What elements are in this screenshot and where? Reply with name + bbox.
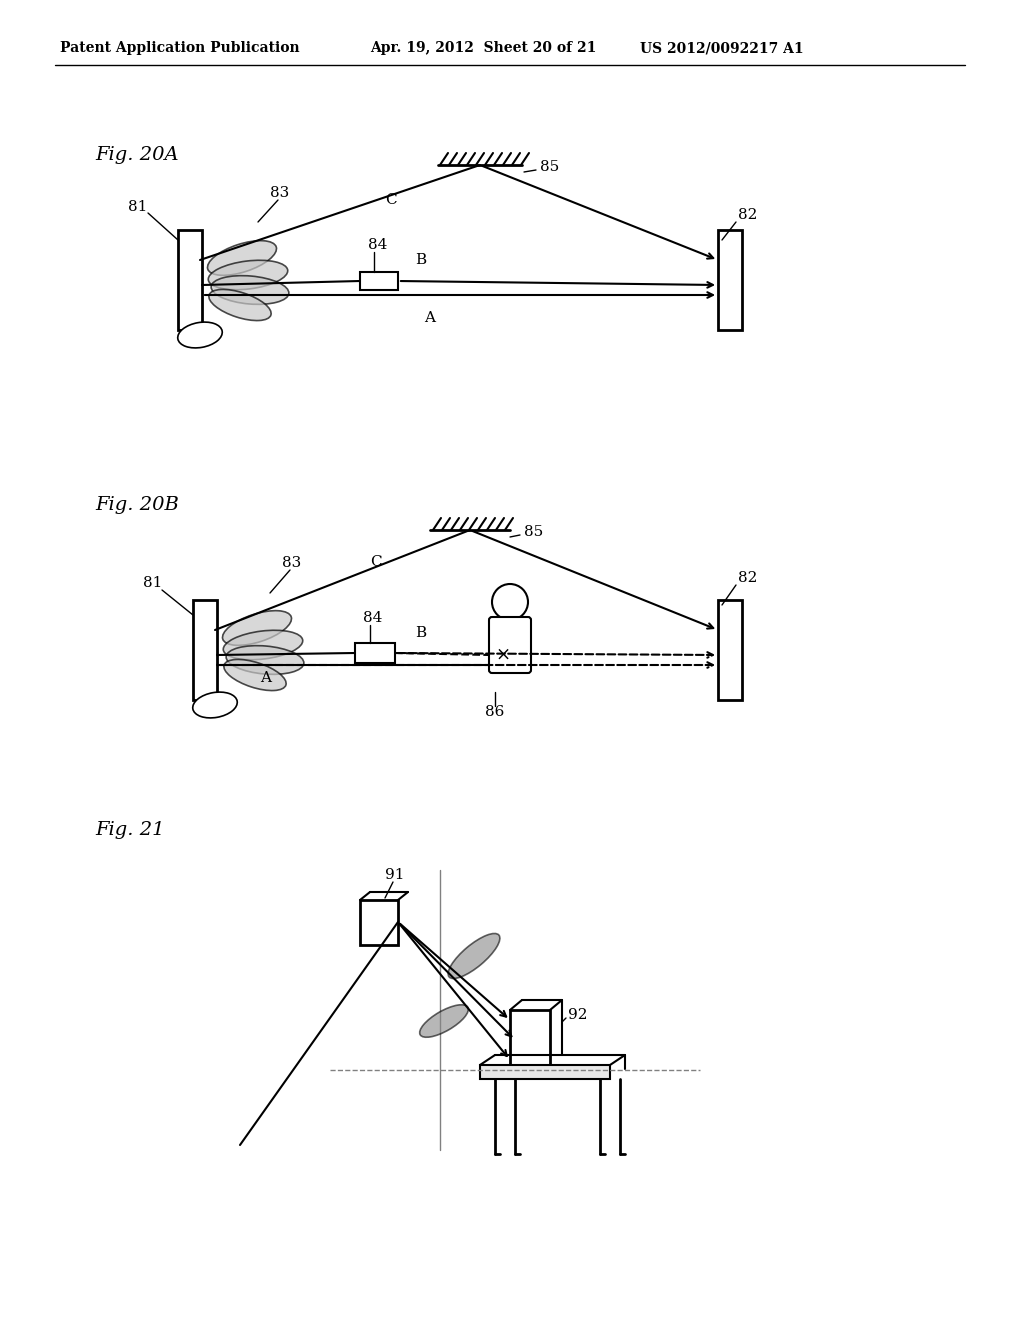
Ellipse shape — [193, 692, 238, 718]
Bar — [360, 272, 398, 290]
Ellipse shape — [449, 933, 500, 978]
Text: Fig. 20A: Fig. 20A — [95, 147, 178, 164]
Text: US 2012/0092217 A1: US 2012/0092217 A1 — [640, 41, 804, 55]
Ellipse shape — [208, 240, 276, 276]
Bar — [718, 601, 742, 700]
Ellipse shape — [224, 660, 286, 690]
Text: A: A — [425, 312, 435, 325]
Ellipse shape — [226, 645, 304, 675]
Bar — [510, 1010, 550, 1065]
Text: ×: × — [496, 645, 511, 664]
Text: Fig. 21: Fig. 21 — [95, 821, 165, 840]
Text: A: A — [260, 671, 271, 685]
Text: 82: 82 — [738, 572, 758, 585]
Ellipse shape — [208, 260, 288, 289]
Ellipse shape — [222, 611, 292, 645]
Text: C: C — [370, 554, 382, 569]
Text: C: C — [385, 193, 396, 207]
Text: 85: 85 — [524, 525, 544, 539]
Text: 92: 92 — [568, 1008, 588, 1022]
Text: 84: 84 — [368, 238, 387, 252]
Text: 86: 86 — [485, 705, 505, 719]
Ellipse shape — [420, 1005, 468, 1038]
Bar — [355, 643, 395, 663]
Ellipse shape — [178, 322, 222, 348]
Text: 81: 81 — [143, 576, 163, 590]
Bar — [178, 230, 202, 330]
Ellipse shape — [209, 289, 271, 321]
Bar — [718, 230, 742, 330]
Bar — [480, 1065, 610, 1078]
FancyBboxPatch shape — [489, 616, 531, 673]
Text: B: B — [415, 626, 426, 640]
Bar — [193, 601, 217, 700]
Text: Fig. 20B: Fig. 20B — [95, 496, 179, 513]
Bar — [360, 900, 398, 945]
Text: 91: 91 — [385, 869, 404, 882]
Text: 84: 84 — [362, 611, 382, 624]
Ellipse shape — [211, 276, 289, 305]
Text: 81: 81 — [128, 201, 147, 214]
Text: 83: 83 — [282, 556, 301, 570]
Text: 83: 83 — [270, 186, 289, 201]
Text: 82: 82 — [738, 209, 758, 222]
Text: B: B — [415, 253, 426, 267]
Text: 85: 85 — [540, 160, 559, 174]
Ellipse shape — [223, 630, 303, 660]
Circle shape — [492, 583, 528, 620]
Text: Patent Application Publication: Patent Application Publication — [60, 41, 300, 55]
Text: Apr. 19, 2012  Sheet 20 of 21: Apr. 19, 2012 Sheet 20 of 21 — [370, 41, 596, 55]
